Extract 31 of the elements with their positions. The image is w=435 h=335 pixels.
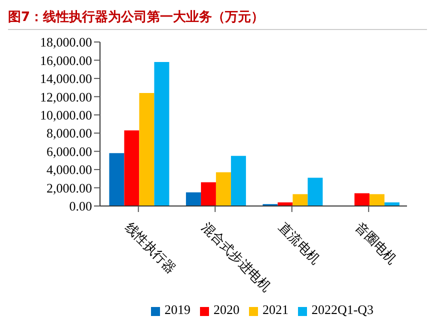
bar [230,156,246,206]
x-tick-label: 混合式步进电机 [199,220,274,294]
y-tick-label: 18,000.00 [40,34,92,50]
bar [139,93,154,206]
y-tick-label: 4,000.00 [46,162,92,178]
x-tick-label: 直流电机 [276,220,324,267]
y-tick-label: 16,000.00 [40,52,92,68]
y-tick-label: 2,000.00 [46,180,92,196]
y-tick-label: 0.00 [69,198,92,214]
legend-label: 2019 [164,302,190,317]
bar [124,130,140,206]
legend-label: 2021 [262,302,288,317]
bar [200,182,216,206]
x-tick-label: 线性执行器 [122,220,179,276]
y-tick-label: 14,000.00 [40,71,92,86]
legend-label: 2022Q1-Q3 [311,302,374,317]
bar [154,62,170,206]
y-tick-label: 12,000.00 [40,89,92,104]
y-tick-label: 6,000.00 [46,144,92,159]
bar [186,192,201,206]
y-tick-label: 10,000.00 [40,108,92,123]
bar [216,172,231,206]
legend-label: 2020 [213,302,240,317]
bar [308,178,323,206]
bar [292,194,308,206]
y-tick-label: 8,000.00 [46,126,92,141]
chart-title: 图7：线性执行器为公司第一大业务（万元） [8,8,427,30]
bar [109,153,124,206]
bar [354,193,370,206]
bar [369,194,384,206]
x-tick-label: 音圈电机 [352,220,400,267]
